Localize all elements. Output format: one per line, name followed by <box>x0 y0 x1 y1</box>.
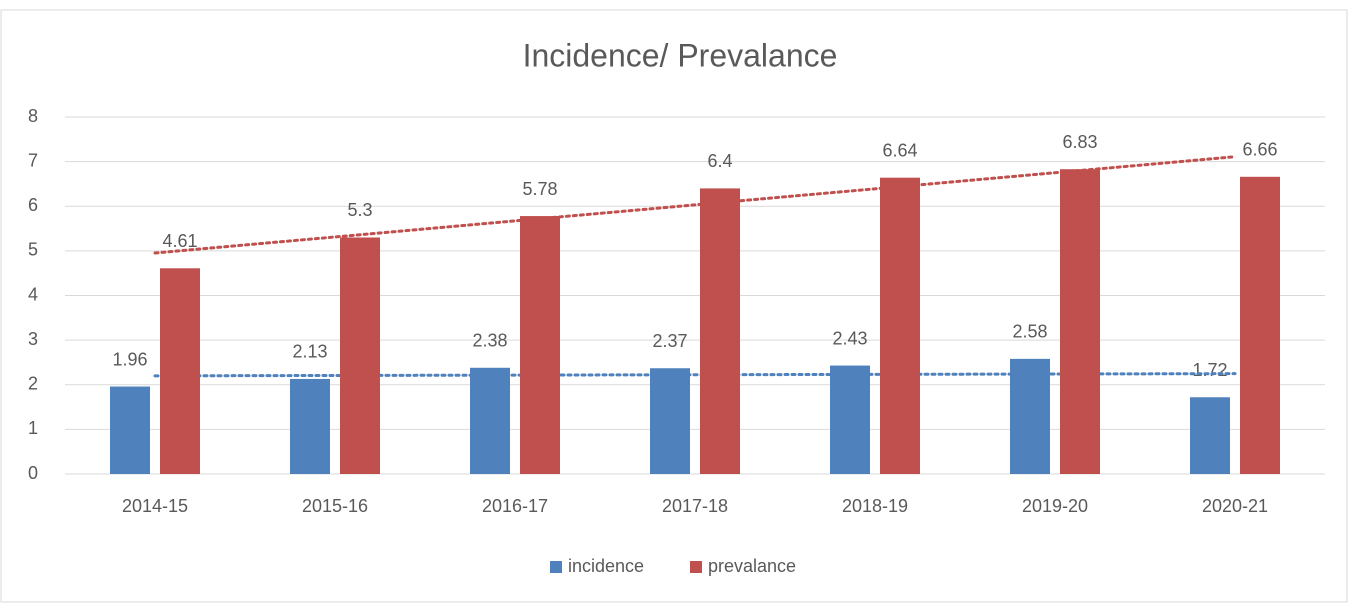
y-tick-label: 7 <box>28 150 38 170</box>
data-label: 5.3 <box>347 200 372 220</box>
x-tick-label: 2020-21 <box>1202 496 1268 516</box>
y-tick-label: 1 <box>28 418 38 438</box>
bar <box>1240 176 1280 475</box>
data-label: 4.61 <box>162 231 197 251</box>
trendline <box>153 155 1237 255</box>
legend-label: incidence <box>568 556 644 576</box>
bar <box>340 237 380 474</box>
data-label: 2.58 <box>1012 322 1047 342</box>
data-label: 2.43 <box>832 328 867 348</box>
data-label: 6.4 <box>707 151 732 171</box>
bar <box>1010 358 1050 474</box>
y-tick-label: 6 <box>28 195 38 215</box>
x-tick-label: 2017-18 <box>662 496 728 516</box>
x-tick-label: 2015-16 <box>302 496 368 516</box>
bar <box>160 268 200 474</box>
data-label: 6.66 <box>1242 140 1277 160</box>
y-tick-label: 5 <box>28 240 38 260</box>
chart-frame <box>0 9 1348 603</box>
legend-swatch <box>550 561 562 573</box>
y-tick-label: 4 <box>28 284 38 304</box>
bar <box>1060 169 1100 474</box>
x-tick-label: 2018-19 <box>842 496 908 516</box>
data-label: 2.37 <box>652 331 687 351</box>
data-label: 1.72 <box>1192 360 1227 380</box>
data-label: 1.96 <box>112 349 147 369</box>
trendline <box>153 372 1237 378</box>
data-label: 2.38 <box>472 331 507 351</box>
bar <box>290 378 330 474</box>
bar <box>700 188 740 474</box>
y-tick-label: 0 <box>28 463 38 483</box>
x-tick-label: 2016-17 <box>482 496 548 516</box>
y-tick-label: 3 <box>28 329 38 349</box>
bar <box>880 177 920 474</box>
legend-label: prevalance <box>708 556 796 576</box>
data-label: 6.83 <box>1062 132 1097 152</box>
chart-title: Incidence/ Prevalance <box>523 37 838 73</box>
x-tick-label: 2019-20 <box>1022 496 1088 516</box>
y-tick-label: 2 <box>28 374 38 394</box>
data-label: 5.78 <box>522 179 557 199</box>
y-tick-label: 8 <box>28 106 38 126</box>
x-tick-label: 2014-15 <box>122 496 188 516</box>
bar <box>650 368 690 474</box>
bar <box>520 216 560 474</box>
bar <box>1190 397 1230 474</box>
bar <box>470 367 510 474</box>
legend-swatch <box>690 561 702 573</box>
bar <box>830 365 870 474</box>
data-label: 2.13 <box>292 342 327 362</box>
bar <box>110 386 150 474</box>
data-label: 6.64 <box>882 140 917 160</box>
